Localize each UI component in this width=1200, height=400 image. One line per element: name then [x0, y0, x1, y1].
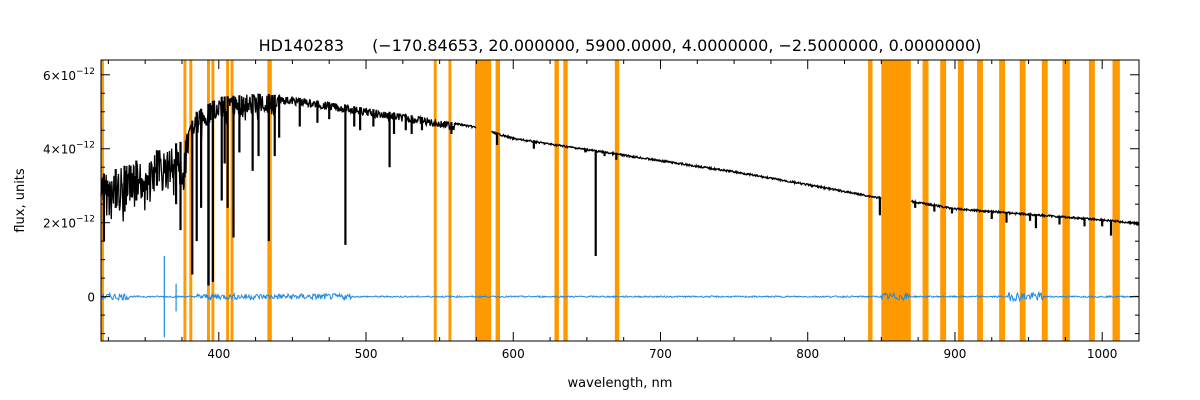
masked-region — [1112, 60, 1120, 341]
masked-region — [1041, 60, 1048, 341]
masked-region — [189, 60, 193, 341]
y-tick-label: 4×10−12 — [43, 141, 95, 157]
masked-region — [1019, 60, 1026, 341]
y-axis-label: flux, units — [13, 168, 28, 233]
masked-regions — [101, 60, 1120, 341]
masked-region — [183, 60, 187, 341]
spectrum-line — [100, 93, 1140, 227]
spectrum-series — [100, 93, 1140, 286]
x-tick-label: 700 — [649, 347, 672, 361]
x-tick-label: 1000 — [1087, 347, 1118, 361]
residual-series — [100, 255, 1140, 338]
x-axis-label: wavelength, nm — [568, 376, 673, 391]
masked-region — [101, 60, 104, 341]
plot-frame — [100, 59, 1140, 342]
masked-region — [614, 60, 620, 341]
masked-region — [474, 60, 492, 341]
x-tick-label: 800 — [796, 347, 819, 361]
masked-region — [922, 60, 929, 341]
masked-region — [977, 60, 983, 341]
title-params: (−170.84653, 20.000000, 5900.0000, 4.000… — [372, 36, 981, 55]
x-tick-label: 600 — [502, 347, 525, 361]
y-axis: 0 2×10−12 4×10−12 6×10−12 — [43, 67, 1139, 335]
masked-region — [940, 60, 947, 341]
masked-region — [433, 60, 437, 341]
title-star: HD140283 — [259, 36, 344, 55]
masked-region — [554, 60, 559, 341]
masked-region — [563, 60, 568, 341]
masked-region — [999, 60, 1006, 341]
x-tick-label: 400 — [207, 347, 230, 361]
masked-region — [1062, 60, 1070, 341]
y-tick-label: 2×10−12 — [43, 215, 95, 231]
masked-region — [230, 60, 234, 341]
x-tick-label: 500 — [355, 347, 378, 361]
y-tick-label: 0 — [87, 291, 95, 305]
y-tick-label: 6×10−12 — [43, 67, 95, 83]
masked-region — [1088, 60, 1095, 341]
masked-region — [448, 60, 452, 341]
masked-region — [495, 60, 501, 341]
residual-line — [100, 290, 1140, 303]
chart-title: HD140283 (−170.84653, 20.000000, 5900.000… — [259, 36, 982, 55]
masked-region — [868, 60, 873, 341]
x-tick-label: 900 — [944, 347, 967, 361]
x-axis: 400 500 600 700 800 900 1000 — [107, 60, 1140, 361]
masked-region — [957, 60, 964, 341]
